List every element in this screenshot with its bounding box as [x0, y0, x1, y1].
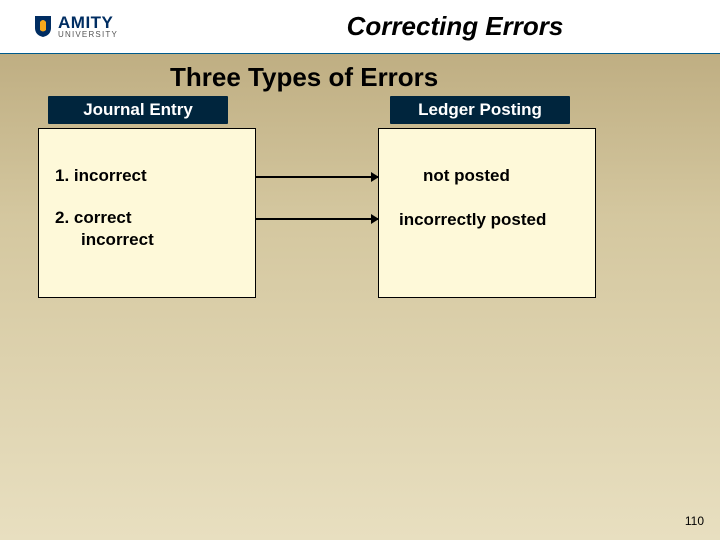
header-bar: AMITY UNIVERSITY Correcting Errors: [0, 0, 720, 54]
journal-row-2a: 2. correct: [55, 207, 239, 229]
column-header-journal: Journal Entry: [48, 96, 228, 124]
logo-subtitle: UNIVERSITY: [58, 31, 118, 39]
slide-number: 110: [685, 514, 704, 528]
title-area: Correcting Errors: [190, 0, 720, 53]
ledger-posting-box: not posted incorrectly posted: [378, 128, 596, 298]
slide-title: Correcting Errors: [347, 11, 564, 42]
journal-row-1: 1. incorrect: [55, 165, 239, 187]
arrow-connector-2: [256, 218, 378, 220]
journal-row-2b: incorrect: [81, 229, 239, 251]
logo-block: AMITY UNIVERSITY: [0, 0, 190, 53]
slide-subtitle: Three Types of Errors: [170, 62, 438, 93]
column-header-ledger: Ledger Posting: [390, 96, 570, 124]
arrow-connector-1: [256, 176, 378, 178]
logo-text: AMITY UNIVERSITY: [58, 14, 118, 39]
amity-shield-icon: [34, 14, 52, 38]
logo-name: AMITY: [58, 14, 118, 31]
ledger-row-1: not posted: [423, 165, 579, 187]
ledger-row-2: incorrectly posted: [399, 209, 579, 231]
journal-entry-box: 1. incorrect 2. correct incorrect: [38, 128, 256, 298]
